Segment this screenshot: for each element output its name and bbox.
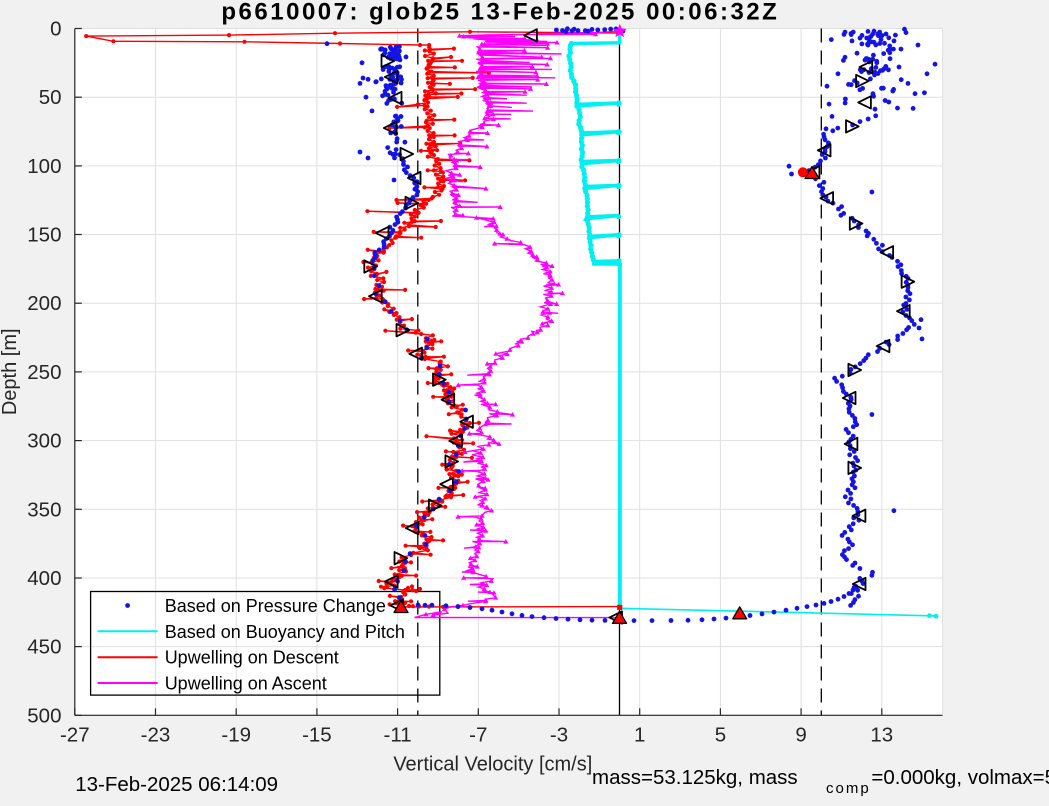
svg-text:400: 400 bbox=[27, 567, 61, 590]
svg-text:Based on Buoyancy and Pitch: Based on Buoyancy and Pitch bbox=[165, 622, 405, 642]
svg-text:Upwelling on Descent: Upwelling on Descent bbox=[165, 648, 339, 668]
svg-text:200: 200 bbox=[27, 292, 61, 315]
svg-text:comp: comp bbox=[826, 780, 871, 797]
svg-text:Vertical Velocity [cm/s]: Vertical Velocity [cm/s] bbox=[393, 754, 592, 776]
svg-text:100: 100 bbox=[27, 155, 61, 178]
svg-text:13: 13 bbox=[870, 724, 893, 747]
svg-text:0: 0 bbox=[50, 18, 61, 41]
svg-text:-11: -11 bbox=[384, 724, 412, 747]
svg-text:p6610007: glob25 13-Feb-2025 0: p6610007: glob25 13-Feb-2025 00:06:32Z bbox=[221, 0, 779, 26]
svg-text:-19: -19 bbox=[221, 724, 251, 747]
svg-text:300: 300 bbox=[27, 430, 61, 453]
svg-text:-7: -7 bbox=[469, 724, 487, 747]
svg-text:500: 500 bbox=[27, 704, 61, 727]
svg-text:150: 150 bbox=[27, 224, 61, 247]
svg-text:250: 250 bbox=[27, 361, 61, 384]
svg-text:-3: -3 bbox=[550, 724, 568, 747]
svg-text:=0.000kg, volmax=5: =0.000kg, volmax=5 bbox=[871, 766, 1049, 789]
svg-text:1: 1 bbox=[634, 724, 645, 747]
svg-text:Upwelling on Ascent: Upwelling on Ascent bbox=[165, 674, 327, 694]
svg-text:450: 450 bbox=[27, 636, 61, 659]
svg-text:Based on Pressure Change: Based on Pressure Change bbox=[165, 596, 386, 616]
svg-text:9: 9 bbox=[795, 724, 806, 747]
svg-text:350: 350 bbox=[27, 498, 61, 521]
svg-text:mass=53.125kg, mass: mass=53.125kg, mass bbox=[592, 766, 798, 789]
svg-text:-15: -15 bbox=[302, 724, 332, 747]
svg-text:5: 5 bbox=[715, 724, 726, 747]
svg-text:13-Feb-2025 06:14:09: 13-Feb-2025 06:14:09 bbox=[75, 773, 278, 796]
svg-text:50: 50 bbox=[39, 86, 62, 109]
svg-text:Depth [m]: Depth [m] bbox=[0, 328, 21, 415]
svg-text:-27: -27 bbox=[60, 724, 90, 747]
svg-text:-23: -23 bbox=[141, 724, 171, 747]
